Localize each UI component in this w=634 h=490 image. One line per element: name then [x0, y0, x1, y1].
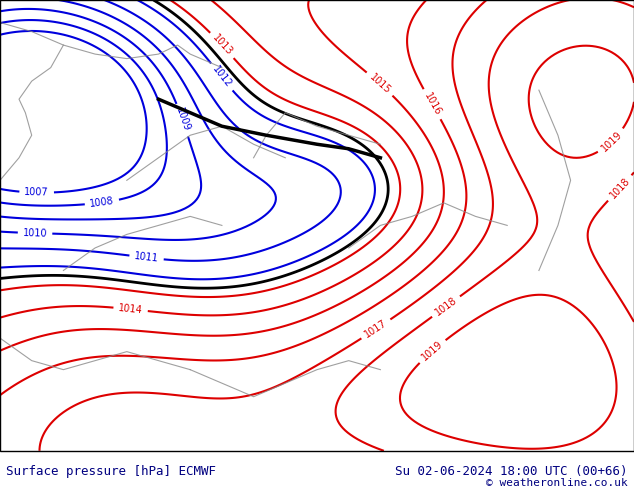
Text: 1013: 1013 [210, 33, 234, 58]
Text: 1016: 1016 [422, 91, 443, 117]
Text: 1011: 1011 [134, 251, 159, 264]
Text: Surface pressure [hPa] ECMWF: Surface pressure [hPa] ECMWF [6, 465, 216, 478]
Text: 1012: 1012 [210, 64, 233, 90]
Text: 1014: 1014 [118, 303, 143, 316]
Text: 1018: 1018 [608, 175, 632, 200]
Text: 1009: 1009 [174, 107, 191, 133]
Text: Su 02-06-2024 18:00 UTC (00+66): Su 02-06-2024 18:00 UTC (00+66) [395, 465, 628, 478]
Text: 1008: 1008 [89, 196, 115, 209]
Text: 1019: 1019 [420, 339, 445, 363]
Text: 1007: 1007 [24, 187, 49, 198]
Text: 1018: 1018 [433, 295, 459, 318]
Text: 1010: 1010 [23, 228, 48, 239]
Text: © weatheronline.co.uk: © weatheronline.co.uk [486, 478, 628, 488]
Text: 1019: 1019 [599, 129, 624, 153]
Text: 1015: 1015 [367, 72, 392, 96]
Text: 1017: 1017 [363, 318, 389, 340]
